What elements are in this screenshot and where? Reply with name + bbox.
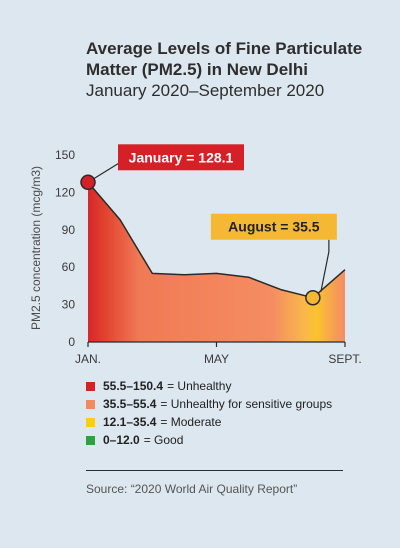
legend-swatch-moderate bbox=[86, 417, 95, 427]
legend-label: = Unhealthy bbox=[167, 379, 232, 393]
legend-swatch-unhealthy-sensitive bbox=[86, 399, 95, 409]
x-tick-label: SEPT. bbox=[328, 352, 361, 366]
source-note: Source: “2020 World Air Quality Report” bbox=[86, 482, 298, 496]
legend-range: 0–12.0 bbox=[103, 433, 140, 447]
callout-box bbox=[118, 144, 244, 171]
x-tick-label: JAN. bbox=[75, 352, 101, 366]
legend: 55.5–150.4 = Unhealthy 35.5–55.4 = Unhea… bbox=[86, 377, 386, 449]
legend-item-unhealthy: 55.5–150.4 = Unhealthy bbox=[86, 377, 386, 395]
legend-item-unhealthy-sensitive: 35.5–55.4 = Unhealthy for sensitive grou… bbox=[86, 395, 386, 413]
legend-item-good: 0–12.0 = Good bbox=[86, 431, 386, 449]
legend-label: = Unhealthy for sensitive groups bbox=[160, 397, 333, 411]
area-fill bbox=[88, 182, 345, 342]
y-tick-label: 120 bbox=[55, 185, 75, 199]
chart-subtitle: January 2020–September 2020 bbox=[86, 81, 325, 100]
legend-label: = Moderate bbox=[160, 415, 222, 429]
y-axis-label: PM2.5 concentration (mcg/m3) bbox=[29, 165, 43, 331]
series-line bbox=[87, 181, 346, 299]
source-divider bbox=[86, 470, 343, 471]
y-tick-label: 60 bbox=[62, 260, 76, 274]
callout-label: January = 128.1 bbox=[129, 149, 234, 165]
legend-label: = Good bbox=[143, 433, 184, 447]
callout-leader bbox=[320, 239, 330, 292]
x-tick-label: MAY bbox=[204, 352, 229, 366]
legend-swatch-unhealthy bbox=[86, 381, 95, 391]
y-tick-label: 0 bbox=[68, 335, 75, 349]
pm25-area-chart: 0 30 60 90 120 150 JAN. MAY SEPT. January = 128… bbox=[55, 144, 362, 366]
legend-range: 12.1–35.4 bbox=[103, 415, 157, 429]
legend-item-moderate: 12.1–35.4 = Moderate bbox=[86, 413, 386, 431]
data-point-marker bbox=[80, 174, 96, 191]
chart-title: Average Levels of Fine Particulate Matte… bbox=[86, 39, 363, 79]
y-tick-label: 90 bbox=[62, 223, 76, 237]
y-tick-label: 30 bbox=[62, 298, 76, 312]
callout-label: August = 35.5 bbox=[228, 219, 320, 235]
data-point-marker bbox=[305, 289, 321, 306]
y-tick-label: 150 bbox=[55, 148, 75, 162]
legend-range: 35.5–55.4 bbox=[103, 397, 157, 411]
legend-range: 55.5–150.4 bbox=[103, 379, 164, 393]
callout-box bbox=[210, 213, 337, 240]
legend-swatch-good bbox=[86, 435, 95, 445]
